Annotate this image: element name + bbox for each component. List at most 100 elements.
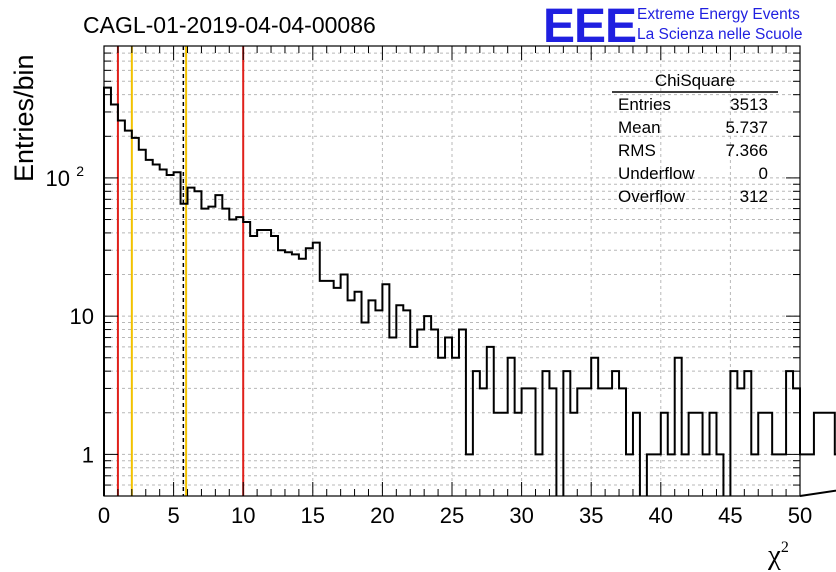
histogram-bin [703, 454, 710, 496]
histogram-bin [139, 150, 146, 496]
histogram-bin [362, 322, 369, 496]
stats-label: Underflow [618, 164, 695, 183]
y-tick-label: 1 [82, 442, 94, 467]
x-tick-label: 5 [167, 503, 179, 528]
histogram-bin [549, 388, 556, 496]
histogram-bin [751, 454, 758, 496]
histogram-bin [341, 275, 348, 496]
histogram-bin [424, 316, 431, 496]
histogram-bin [188, 188, 195, 496]
histogram-bin [814, 413, 821, 496]
x-axis-title: χ2 [767, 539, 789, 571]
x-tick-label: 0 [98, 503, 110, 528]
histogram-bin [167, 175, 174, 496]
histogram-bin [779, 454, 786, 496]
y-tick-label: 10 [46, 166, 70, 191]
eee-logo-line1: Extreme Energy Events [637, 6, 800, 23]
histogram-bin [417, 330, 424, 496]
histogram-bin [807, 454, 814, 496]
eee-logo-line2: La Scienza nelle Scuole [637, 26, 802, 43]
histogram-bin [508, 358, 515, 496]
histogram-bin [758, 413, 765, 496]
histogram-bin [313, 243, 320, 496]
histogram-bin [375, 310, 382, 496]
histogram-bin [201, 209, 208, 496]
eee-logo: EEE Extreme Energy Events La Scienza nel… [543, 0, 802, 53]
histogram-bin [222, 209, 229, 496]
histogram-bin [501, 413, 508, 496]
histogram-bin [563, 371, 570, 496]
x-tick-label: 10 [231, 503, 255, 528]
histogram-bin [410, 347, 417, 496]
stats-value: 5.737 [725, 118, 768, 137]
histogram-bin [382, 284, 389, 496]
histogram-bin [577, 388, 584, 496]
histogram-bin [355, 292, 362, 496]
chart-title: CAGL-01-2019-04-04-00086 [83, 12, 376, 38]
histogram-bin [591, 358, 598, 496]
histogram-bin [529, 388, 536, 496]
stats-value: 3513 [730, 95, 768, 114]
x-tick-label: 20 [370, 503, 394, 528]
histogram-bin [459, 330, 466, 496]
histogram-bin [730, 371, 737, 496]
histogram-bin [626, 454, 633, 496]
histogram-bin [292, 254, 299, 496]
stats-value: 7.366 [725, 141, 768, 160]
histogram-bin [542, 371, 549, 496]
histogram-bin [800, 454, 807, 496]
histogram-bin [598, 388, 605, 496]
histogram-bin [536, 454, 543, 496]
histogram-bin [619, 388, 626, 496]
histogram-bin [605, 388, 612, 496]
histogram-bin [299, 259, 306, 496]
histogram-bin [396, 305, 403, 496]
x-tick-label: 15 [301, 503, 325, 528]
histogram-bin [647, 454, 654, 496]
histogram-bin [633, 413, 640, 496]
x-tick-label: 50 [788, 503, 812, 528]
histogram-bin [236, 217, 243, 496]
histogram-bin [515, 413, 522, 496]
stats-label: Overflow [618, 187, 686, 206]
histogram-bin [118, 121, 125, 496]
x-tick-label: 25 [440, 503, 464, 528]
eee-logo-mark: EEE [543, 0, 636, 53]
histogram-bin [661, 413, 668, 496]
histogram-bin [438, 358, 445, 496]
histogram-bin [389, 338, 396, 496]
histogram-bin [250, 236, 257, 496]
x-tick-label: 35 [579, 503, 603, 528]
x-axis-title-symbol: χ [767, 539, 781, 571]
histogram-bin [229, 220, 236, 496]
histogram-bin [654, 454, 661, 496]
histogram-bin [522, 388, 529, 496]
histogram-bin [793, 388, 800, 496]
histogram-bin [716, 454, 723, 496]
histogram-bin [181, 204, 188, 496]
histogram-bin [368, 300, 375, 496]
x-tick-label: 40 [649, 503, 673, 528]
histogram-bin [403, 310, 410, 496]
histogram-bin [264, 230, 271, 496]
histogram-bin [696, 413, 703, 496]
histogram-bin [473, 371, 480, 496]
histogram-bin [487, 347, 494, 496]
histogram-bin [153, 165, 160, 496]
histogram-bin [445, 338, 452, 496]
axis-ticks: 0 5 10 15 20 25 30 35 40 45 50 1 10 10 2 [46, 45, 812, 528]
histogram-bin [710, 413, 717, 496]
histogram-bin [828, 413, 835, 496]
histogram-bin [111, 104, 118, 496]
histogram-bin [675, 358, 682, 496]
histogram-bin [194, 191, 201, 496]
histogram-bin [570, 413, 577, 496]
histogram-bin [257, 230, 264, 496]
histogram-bin [306, 248, 313, 496]
histogram-bin [466, 454, 473, 496]
histogram-bin [668, 454, 675, 496]
grid [104, 45, 800, 497]
stats-value: 312 [740, 187, 768, 206]
stats-box: ChiSquare Entries 3513 Mean 5.737 RMS 7.366 Und… [612, 71, 778, 206]
histogram-bin [132, 138, 139, 496]
